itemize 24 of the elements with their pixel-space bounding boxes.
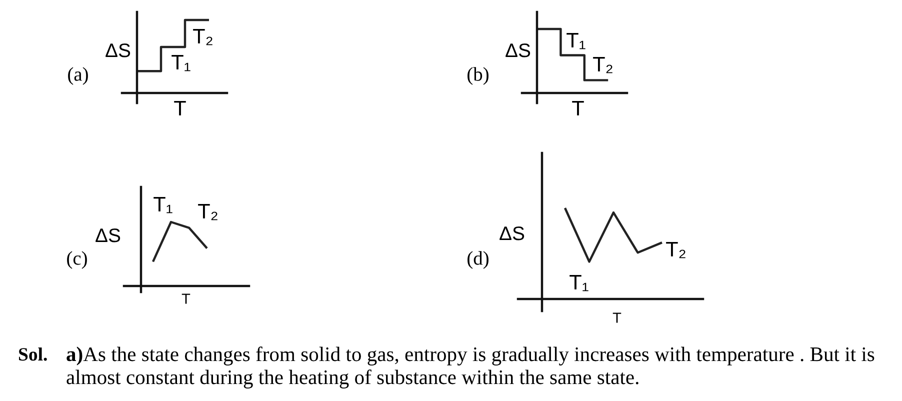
- annotation: T₂: [593, 57, 612, 74]
- text: (c): [67, 251, 87, 269]
- x-axis-title: T: [174, 101, 186, 116]
- text: a): [66, 346, 82, 366]
- annotation: T₂: [193, 29, 212, 46]
- text: T₁: [154, 197, 172, 214]
- text: (d): [468, 251, 488, 269]
- y-axis-title: ΔS: [506, 43, 530, 58]
- text: almost constant during the heating of substance within the same state.: [66, 370, 638, 388]
- x-axis-title: T: [182, 294, 190, 304]
- y-axis-title: ΔS: [96, 228, 120, 242]
- y-axis-title: ΔS: [500, 226, 524, 240]
- x-axis-title: T: [612, 312, 622, 323]
- annotation: T₁: [570, 275, 588, 292]
- annotation: T₁: [566, 33, 586, 50]
- text: T₂: [198, 204, 218, 220]
- text: Sol.: [19, 348, 47, 361]
- text: (a): [68, 67, 88, 85]
- x-axis-title: T: [572, 101, 584, 116]
- y-axis-title: ΔS: [106, 43, 130, 58]
- text: (b): [468, 67, 488, 85]
- annotation: T₁: [172, 55, 190, 72]
- text: As the state changes from solid to gas, entropy is gradually increases with temperature . But it is: [83, 346, 874, 366]
- annotation: T₂: [666, 242, 686, 258]
